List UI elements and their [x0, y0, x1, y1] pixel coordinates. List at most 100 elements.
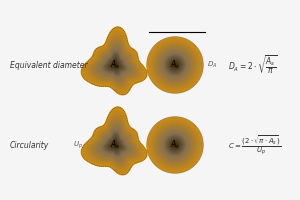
Polygon shape [88, 115, 140, 169]
Polygon shape [155, 125, 195, 165]
Polygon shape [159, 129, 191, 161]
Polygon shape [99, 127, 130, 159]
Text: $A_s$: $A_s$ [170, 59, 180, 71]
Polygon shape [154, 124, 196, 166]
Polygon shape [81, 107, 147, 175]
Polygon shape [174, 64, 176, 66]
Polygon shape [152, 41, 199, 89]
Polygon shape [107, 56, 123, 72]
Polygon shape [173, 143, 177, 147]
Polygon shape [98, 125, 132, 160]
Polygon shape [106, 54, 124, 73]
Polygon shape [83, 29, 146, 94]
Polygon shape [150, 40, 200, 90]
Polygon shape [166, 136, 184, 154]
Polygon shape [149, 119, 201, 171]
Polygon shape [100, 48, 129, 78]
Polygon shape [84, 110, 144, 172]
Polygon shape [84, 30, 144, 92]
Polygon shape [153, 43, 197, 87]
Polygon shape [110, 59, 120, 70]
Polygon shape [167, 137, 183, 153]
Polygon shape [107, 136, 123, 152]
Text: $U_p$: $U_p$ [73, 139, 83, 151]
Polygon shape [157, 127, 193, 163]
Polygon shape [104, 133, 125, 155]
Polygon shape [155, 45, 195, 85]
Polygon shape [172, 142, 178, 148]
Polygon shape [92, 39, 137, 85]
Polygon shape [158, 128, 192, 162]
Polygon shape [164, 54, 186, 76]
Polygon shape [85, 32, 143, 91]
Polygon shape [170, 61, 179, 69]
Polygon shape [147, 37, 203, 93]
Polygon shape [172, 62, 178, 68]
Polygon shape [94, 41, 135, 84]
Polygon shape [91, 38, 138, 86]
Polygon shape [156, 46, 194, 84]
Text: Equivalent diameter: Equivalent diameter [10, 60, 88, 70]
Polygon shape [95, 122, 134, 163]
Polygon shape [154, 44, 196, 86]
Polygon shape [162, 52, 188, 78]
Polygon shape [167, 57, 183, 73]
Polygon shape [108, 137, 122, 151]
Polygon shape [94, 121, 135, 164]
Polygon shape [100, 128, 129, 158]
Polygon shape [153, 123, 197, 167]
Polygon shape [157, 47, 193, 83]
Text: $A_s$: $A_s$ [170, 139, 180, 151]
Polygon shape [159, 49, 191, 81]
Polygon shape [114, 63, 116, 66]
Polygon shape [150, 120, 200, 170]
Polygon shape [152, 121, 199, 169]
Polygon shape [169, 59, 181, 71]
Polygon shape [83, 109, 146, 174]
Polygon shape [148, 118, 202, 172]
Polygon shape [103, 51, 127, 76]
Polygon shape [92, 119, 137, 165]
Polygon shape [81, 27, 147, 95]
Polygon shape [96, 44, 133, 82]
Polygon shape [106, 134, 124, 153]
Polygon shape [103, 131, 127, 156]
Text: $D_A = 2 \cdot \sqrt{\dfrac{A_s}{\pi}}$: $D_A = 2 \cdot \sqrt{\dfrac{A_s}{\pi}}$ [228, 54, 278, 76]
Polygon shape [111, 140, 119, 149]
Text: $C = \dfrac{(2 \cdot \sqrt{\pi \cdot A_s})}{U_p}$: $C = \dfrac{(2 \cdot \sqrt{\pi \cdot A_s… [228, 133, 281, 157]
Text: Circularity: Circularity [10, 140, 49, 150]
Text: $D_A$: $D_A$ [207, 60, 217, 70]
Polygon shape [174, 144, 176, 146]
Polygon shape [165, 55, 185, 75]
Polygon shape [163, 133, 187, 157]
Polygon shape [170, 141, 179, 149]
Polygon shape [160, 50, 190, 80]
Polygon shape [160, 130, 190, 160]
Polygon shape [149, 39, 201, 91]
Polygon shape [98, 45, 132, 80]
Polygon shape [148, 38, 202, 92]
Polygon shape [87, 113, 142, 170]
Polygon shape [104, 53, 125, 75]
Polygon shape [91, 118, 138, 166]
Polygon shape [112, 62, 118, 67]
Polygon shape [168, 58, 182, 72]
Polygon shape [87, 33, 142, 90]
Polygon shape [88, 35, 140, 89]
Polygon shape [110, 139, 120, 150]
Text: $A_s$: $A_s$ [110, 139, 120, 151]
Polygon shape [173, 63, 177, 67]
Polygon shape [156, 126, 194, 164]
Polygon shape [166, 56, 184, 74]
Polygon shape [114, 143, 116, 146]
Polygon shape [162, 132, 188, 158]
Polygon shape [96, 124, 133, 162]
Polygon shape [169, 139, 181, 151]
Polygon shape [147, 117, 203, 173]
Polygon shape [111, 60, 119, 69]
Polygon shape [112, 142, 118, 147]
Polygon shape [158, 48, 192, 82]
Polygon shape [102, 50, 128, 77]
Polygon shape [89, 116, 139, 168]
Polygon shape [95, 42, 134, 83]
